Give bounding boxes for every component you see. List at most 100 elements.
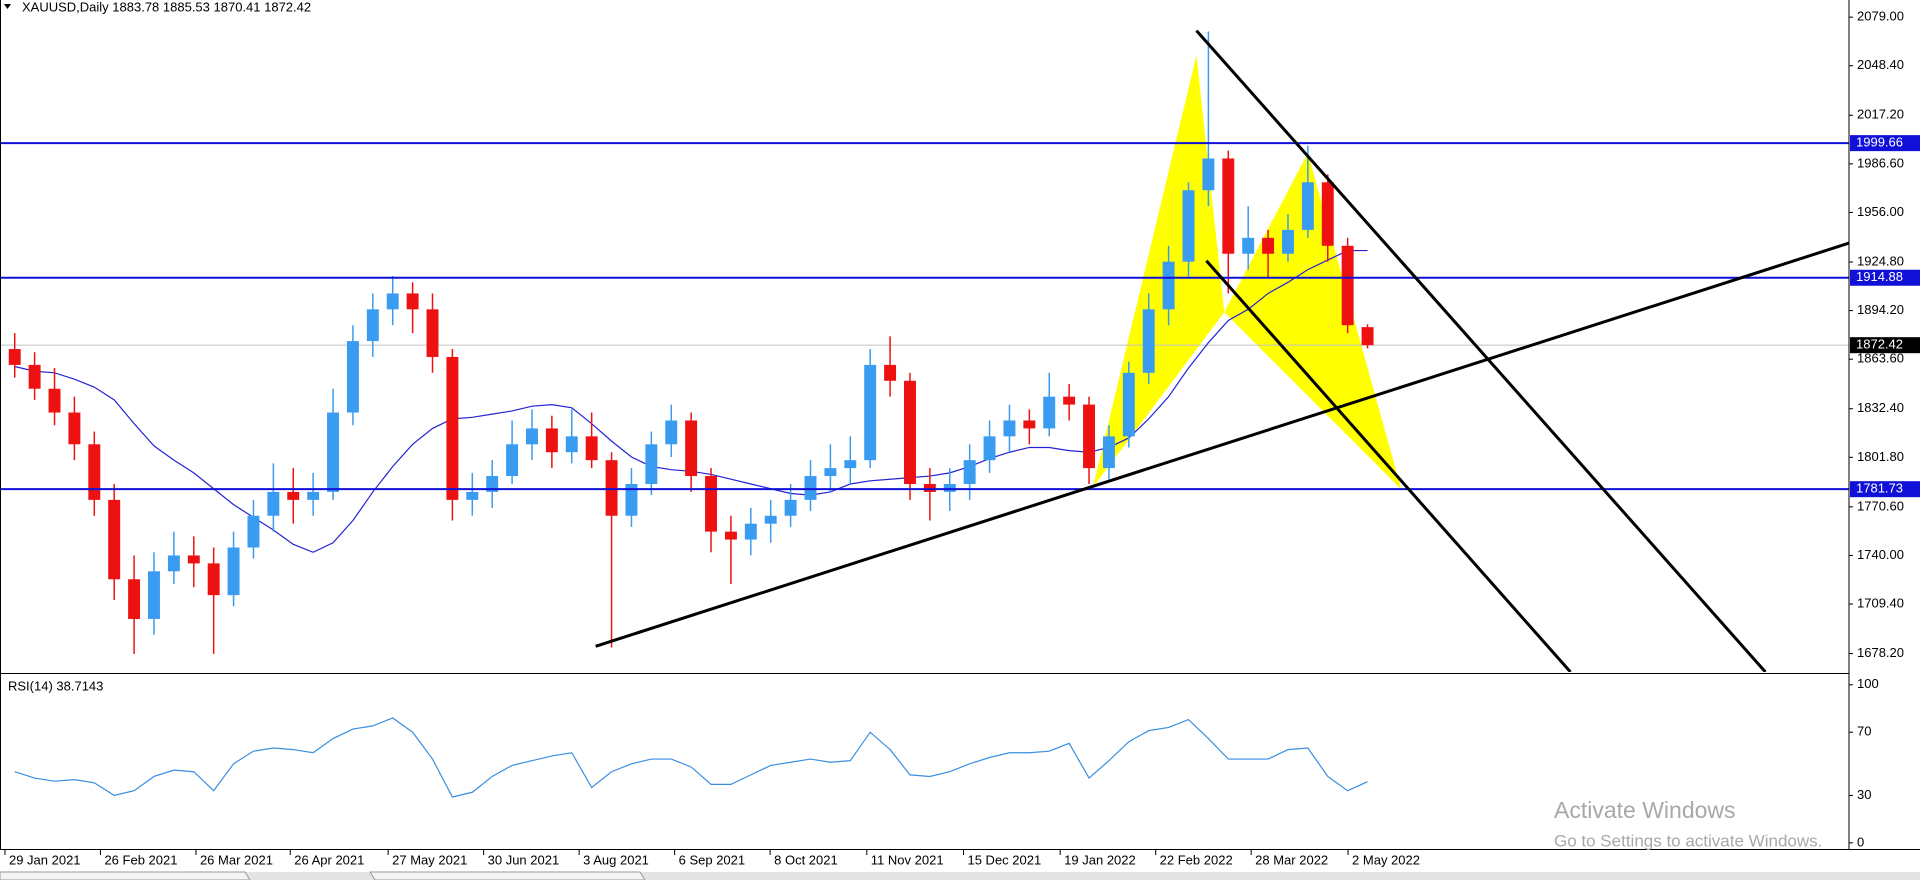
candle-body [486, 476, 499, 492]
x-tick-label: 30 Jun 2021 [488, 852, 560, 867]
candle-body [565, 436, 578, 453]
candle-body [1341, 245, 1354, 326]
candle-body [327, 412, 340, 492]
candle-body [1023, 420, 1036, 429]
x-tick-label: 26 Feb 2021 [104, 852, 177, 867]
level-tag [1850, 269, 1920, 286]
watermark-title: Activate Windows [1554, 797, 1736, 823]
y-tick-label: 1986.60 [1857, 155, 1904, 170]
candle-body [1242, 237, 1255, 254]
level-tag [1850, 481, 1920, 498]
menu-arrow[interactable] [4, 4, 11, 9]
trendline [1205, 259, 1572, 672]
main-panel [0, 29, 1849, 672]
candle-body [506, 444, 519, 477]
y-tick-label: 1770.60 [1857, 498, 1904, 513]
tab-strip [0, 872, 1920, 880]
candle-body [1102, 436, 1115, 469]
candle-body [1162, 261, 1175, 310]
candle-body [705, 476, 717, 532]
y-tick-label: 2048.40 [1857, 57, 1904, 72]
candle-body [744, 523, 757, 540]
x-tick-label: 3 Aug 2021 [583, 852, 649, 867]
level-label: 1914.88 [1856, 269, 1903, 284]
current-price-tag [1850, 337, 1920, 354]
x-tick-label: 15 Dec 2021 [967, 852, 1041, 867]
x-tick-label: 22 Feb 2022 [1160, 852, 1233, 867]
candle-body [307, 491, 320, 500]
candle-body [1083, 404, 1095, 469]
candle-body [1182, 190, 1195, 262]
candle-body [904, 380, 916, 484]
candle-body [1301, 182, 1314, 230]
y-tick-label: 2079.00 [1857, 9, 1904, 24]
candle-body [1262, 237, 1275, 254]
candle-body [466, 491, 479, 500]
y-tick-label: 2017.20 [1857, 107, 1904, 122]
chart-title: XAUUSD,Daily 1883.78 1885.53 1870.41 187… [22, 0, 311, 14]
y-tick-label: 1924.80 [1857, 253, 1904, 268]
candle-body [406, 293, 419, 310]
candle-body [207, 563, 220, 596]
candle-body [227, 547, 240, 596]
candle-body [446, 356, 459, 500]
rsi-title: RSI(14) 38.7143 [8, 678, 103, 693]
y-tick-label: 1740.00 [1857, 547, 1904, 562]
x-tick-label: 28 Mar 2022 [1255, 852, 1328, 867]
candle-body [864, 364, 877, 461]
x-tick-label: 19 Jan 2022 [1064, 852, 1136, 867]
candle-body [68, 412, 81, 445]
candle-body [1222, 158, 1235, 254]
candle-body [1202, 158, 1215, 191]
x-tick-label: 8 Oct 2021 [774, 852, 838, 867]
y-tick-label: 1863.60 [1857, 351, 1904, 366]
x-tick-label: 27 May 2021 [392, 852, 467, 867]
candle-body [1122, 372, 1135, 437]
candle-body [287, 491, 300, 500]
candle-body [1043, 396, 1056, 429]
candle-body [1003, 420, 1016, 437]
candle-body [1321, 182, 1334, 246]
level-label: 1999.66 [1856, 135, 1903, 150]
candle-body [108, 499, 121, 580]
candle-body [884, 364, 897, 381]
y-tick-label: 30 [1857, 787, 1871, 802]
level-label: 1781.73 [1856, 481, 1903, 496]
candle-body [88, 444, 101, 500]
y-tick-label: 70 [1857, 724, 1871, 739]
candle-body [545, 428, 558, 453]
candle-body [983, 436, 996, 461]
y-tick-label: 0 [1857, 834, 1864, 849]
x-tick-label: 29 Jan 2021 [9, 852, 81, 867]
candle-body [386, 293, 399, 310]
candle-body [426, 309, 439, 357]
level-tag [1850, 135, 1920, 152]
candle-body [28, 364, 41, 389]
candle-body [943, 483, 956, 492]
y-tick-label: 1956.00 [1857, 204, 1904, 219]
watermark-subtitle: Go to Settings to activate Windows. [1554, 831, 1822, 850]
tab[interactable] [0, 871, 251, 880]
current-price-label: 1872.42 [1856, 337, 1903, 352]
y-tick-label: 1678.20 [1857, 645, 1904, 660]
candle-body [167, 555, 180, 572]
tab[interactable] [369, 871, 646, 880]
candle-body [1142, 309, 1155, 373]
candle-body [1361, 327, 1374, 346]
candle-body [844, 460, 857, 469]
candle-body [824, 468, 837, 477]
candle-body [645, 444, 658, 484]
candle-body [526, 428, 538, 445]
x-tick-label: 26 Mar 2021 [200, 852, 273, 867]
y-tick-label: 1709.40 [1857, 595, 1904, 610]
candle-body [1282, 229, 1294, 254]
trendline [1195, 29, 1767, 672]
candle-body [247, 515, 260, 548]
x-tick-label: 2 May 2022 [1352, 852, 1420, 867]
candle-body [128, 579, 141, 619]
x-tick-label: 11 Nov 2021 [871, 852, 944, 867]
candle-body [267, 491, 280, 516]
